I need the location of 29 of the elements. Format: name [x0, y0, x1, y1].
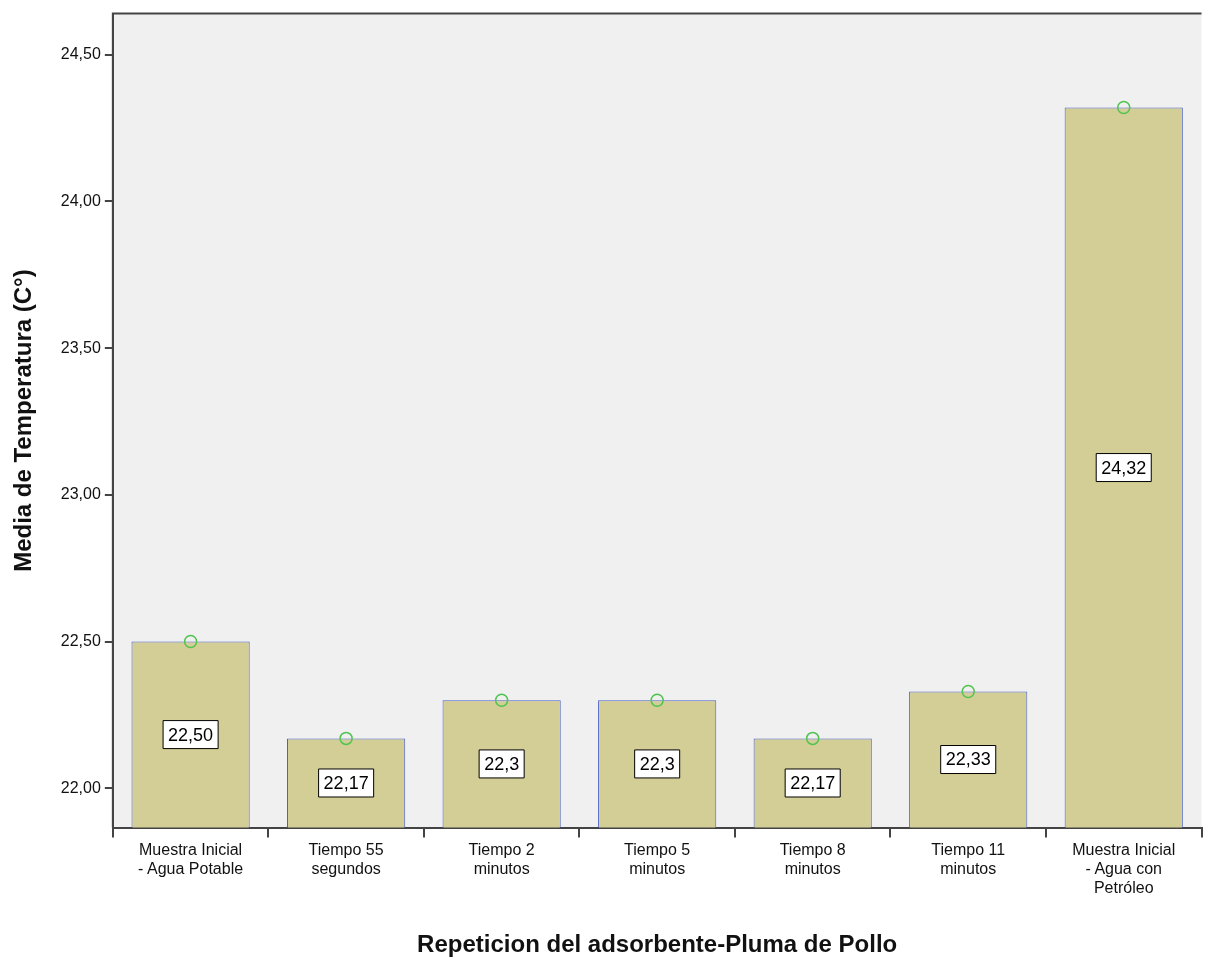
point [805, 731, 820, 746]
y-tick-label: 24,00 [60, 191, 101, 209]
point [650, 693, 664, 707]
x-tick-label: Tiempo 11 minutos [931, 840, 1006, 877]
data-label: 22,33 [945, 749, 991, 770]
data-label: 22,17 [790, 772, 836, 793]
point [1116, 100, 1131, 115]
y-tick-label: 22,50 [60, 631, 101, 649]
x-axis-title: Repeticion del adsorbente-Pluma de Pollo [417, 930, 898, 958]
data-label: 22,50 [168, 724, 214, 745]
x-tick-label: Tiempo 55 segundos [308, 840, 384, 877]
y-tick-label: 23,50 [60, 338, 101, 356]
data-label: 24,32 [1101, 457, 1147, 478]
point [494, 693, 509, 707]
y-tick-label: 22,00 [60, 778, 101, 796]
x-tick-label: Tiempo 5 minutos [624, 840, 691, 877]
x-tick-label: Muestra Inicial - Agua Potable [138, 840, 244, 877]
y-tick-label: 23,00 [60, 485, 101, 503]
data-label: 22,17 [323, 772, 369, 793]
y-tick-label: 24,50 [60, 45, 101, 63]
x-tick-label: Muestra Inicial - Agua con Petróleo [1072, 840, 1176, 897]
point [961, 684, 975, 699]
x-tick-label: Tiempo 2 minutos [468, 840, 535, 877]
y-axis-title: Media de Temperatura (C°) [9, 269, 37, 572]
x-tick-label: Tiempo 8 minutos [779, 840, 846, 877]
data-label: 22,3 [639, 753, 675, 774]
point [183, 634, 198, 649]
data-label: 22,3 [484, 753, 520, 774]
point [339, 731, 353, 746]
